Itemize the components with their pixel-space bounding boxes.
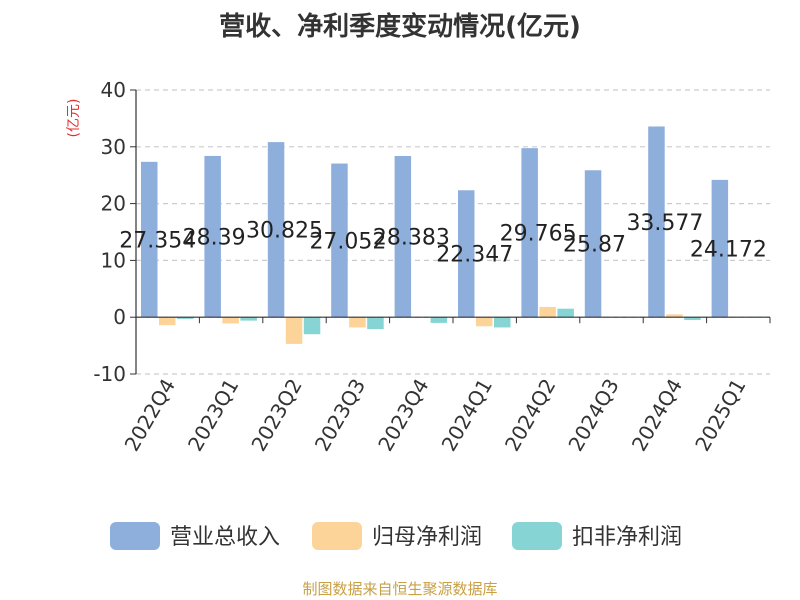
x-tick-label: 2024Q4 (627, 375, 687, 456)
legend-swatch (512, 522, 562, 550)
data-label: 27.052 (309, 229, 386, 254)
x-tick-label: 2025Q1 (690, 375, 750, 456)
bar-series-3 (177, 317, 194, 319)
data-label: 30.825 (246, 219, 323, 244)
bar-series-1 (584, 170, 602, 318)
legend-swatch (312, 522, 362, 550)
bar-series-2 (285, 317, 303, 344)
x-tick-label: 2024Q3 (563, 375, 623, 456)
legend-label: 扣非净利润 (572, 525, 682, 550)
bar-series-3 (240, 317, 257, 321)
y-tick-label: 0 (113, 305, 126, 329)
y-tick-label: 20 (101, 192, 126, 216)
legend-label: 归母净利润 (372, 525, 482, 550)
bar-series-1 (394, 155, 412, 318)
bar-series-1 (204, 155, 221, 318)
bar-series-3 (684, 317, 701, 321)
bar-series-2 (349, 317, 366, 328)
bar-series-2 (539, 306, 556, 318)
bar-series-3 (494, 317, 511, 328)
data-label: 28.39 (183, 226, 246, 251)
bar-series-3 (367, 317, 384, 330)
y-tick-label: 10 (101, 248, 126, 272)
legend-swatch (110, 522, 160, 550)
bar-series-3 (303, 317, 321, 335)
x-tick-label: 2024Q2 (500, 375, 560, 456)
bar-series-1 (267, 142, 285, 318)
footer-source: 制图数据来自恒生聚源数据库 (302, 580, 498, 598)
x-tick-label: 2023Q1 (183, 375, 243, 456)
x-tick-label: 2023Q3 (310, 375, 370, 456)
data-label: 29.765 (500, 222, 577, 247)
data-label: 28.383 (373, 226, 450, 251)
bar-series-2 (476, 317, 493, 327)
bar-series-2 (159, 317, 176, 326)
x-tick-label: 2023Q2 (246, 375, 306, 456)
bar-series-1 (521, 148, 538, 318)
bar-series-1 (141, 161, 158, 318)
legend-label: 营业总收入 (170, 525, 280, 550)
chart-title: 营收、净利季度变动情况(亿元) (219, 12, 581, 42)
bar-series-2 (666, 314, 683, 318)
bar-series-1 (711, 179, 729, 318)
data-label: 24.172 (690, 238, 767, 263)
y-tick-label: -10 (93, 362, 126, 386)
data-label: 22.347 (436, 243, 513, 268)
bar-series-1 (458, 190, 475, 318)
y-tick-label: 30 (101, 135, 126, 159)
x-tick-label: 2022Q4 (120, 375, 180, 456)
data-label: 27.354 (119, 229, 196, 254)
y-tick-label: 40 (101, 78, 126, 102)
y-axis-unit-label: (亿元) (66, 99, 82, 138)
bar-series-1 (648, 126, 665, 318)
data-label: 33.577 (626, 211, 703, 236)
data-label: 25.87 (563, 233, 626, 258)
bar-series-1 (331, 163, 348, 318)
bar-series-3 (430, 317, 448, 323)
x-tick-label: 2024Q1 (437, 375, 497, 456)
bar-series-2 (222, 317, 239, 324)
bar-series-3 (557, 308, 574, 318)
x-tick-label: 2023Q4 (373, 375, 433, 456)
